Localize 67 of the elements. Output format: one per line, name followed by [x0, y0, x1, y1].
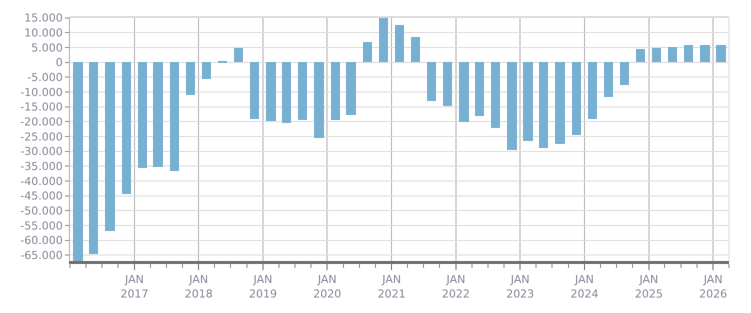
bar [459, 62, 469, 122]
bar [539, 62, 548, 148]
y-tick-label: -15.000 [20, 100, 63, 114]
bar [234, 48, 243, 62]
y-tick-label: -10.000 [20, 86, 63, 99]
bar [716, 45, 726, 62]
bar [363, 42, 372, 62]
bar [684, 45, 693, 62]
bar [170, 62, 179, 171]
bar [668, 47, 677, 62]
bar [138, 62, 147, 168]
x-tick-label: JAN 2019 [248, 273, 277, 300]
bar [604, 62, 613, 97]
bar [250, 62, 259, 119]
y-tick-label: -45.000 [20, 190, 63, 203]
y-tick-label: -35.000 [20, 160, 63, 173]
bar [588, 62, 597, 119]
bar [700, 45, 710, 62]
bar [379, 17, 388, 62]
bar [202, 62, 211, 79]
x-tick-label: JAN 2022 [442, 273, 470, 300]
x-tick-label: JAN 2025 [634, 273, 663, 300]
bar [443, 62, 452, 106]
bar [105, 62, 115, 231]
bar [298, 62, 307, 120]
y-tick-label: 0 [56, 56, 63, 70]
bar [89, 62, 98, 254]
bar [620, 62, 629, 85]
bar [282, 62, 291, 123]
y-tick-label: -40.000 [20, 174, 63, 188]
y-tick-label: -5.000 [27, 71, 63, 84]
x-tick-label: JAN 2024 [570, 273, 598, 300]
bar [331, 62, 340, 120]
x-tick-label: JAN 2020 [313, 273, 342, 300]
bar [652, 48, 661, 62]
y-tick-label: 5.000 [31, 41, 63, 54]
x-tick-label: JAN 2023 [506, 273, 534, 300]
bar [411, 37, 420, 62]
bar [427, 62, 436, 101]
y-tick-label: -65.000 [20, 248, 63, 262]
bar [395, 25, 404, 62]
y-tick-label: -55.000 [20, 219, 63, 232]
x-tick-label: JAN 2021 [378, 273, 406, 300]
bar [572, 62, 581, 135]
bar [475, 62, 484, 116]
bar [523, 62, 533, 141]
y-tick-label: -50.000 [20, 204, 63, 218]
x-tick-label: JAN 2026 [699, 273, 728, 300]
bar [636, 49, 645, 62]
bar [346, 62, 356, 115]
y-tick-label: -30.000 [20, 145, 63, 158]
bar [73, 62, 83, 261]
bar [186, 62, 195, 95]
y-tick-label: -20.000 [20, 116, 63, 129]
bar [555, 62, 565, 144]
y-tick-label: -60.000 [20, 234, 63, 248]
y-tick-label: 10.000 [24, 26, 63, 40]
bar [491, 62, 500, 128]
y-tick-label: -25.000 [20, 130, 63, 144]
bar [314, 62, 324, 138]
bar [122, 62, 131, 194]
bar [153, 62, 163, 167]
bar [266, 62, 276, 121]
x-tick-label: JAN 2017 [120, 273, 148, 300]
y-tick-label: 15.000 [24, 12, 63, 25]
x-tick-label: JAN 2018 [184, 273, 213, 300]
bar [507, 62, 517, 150]
